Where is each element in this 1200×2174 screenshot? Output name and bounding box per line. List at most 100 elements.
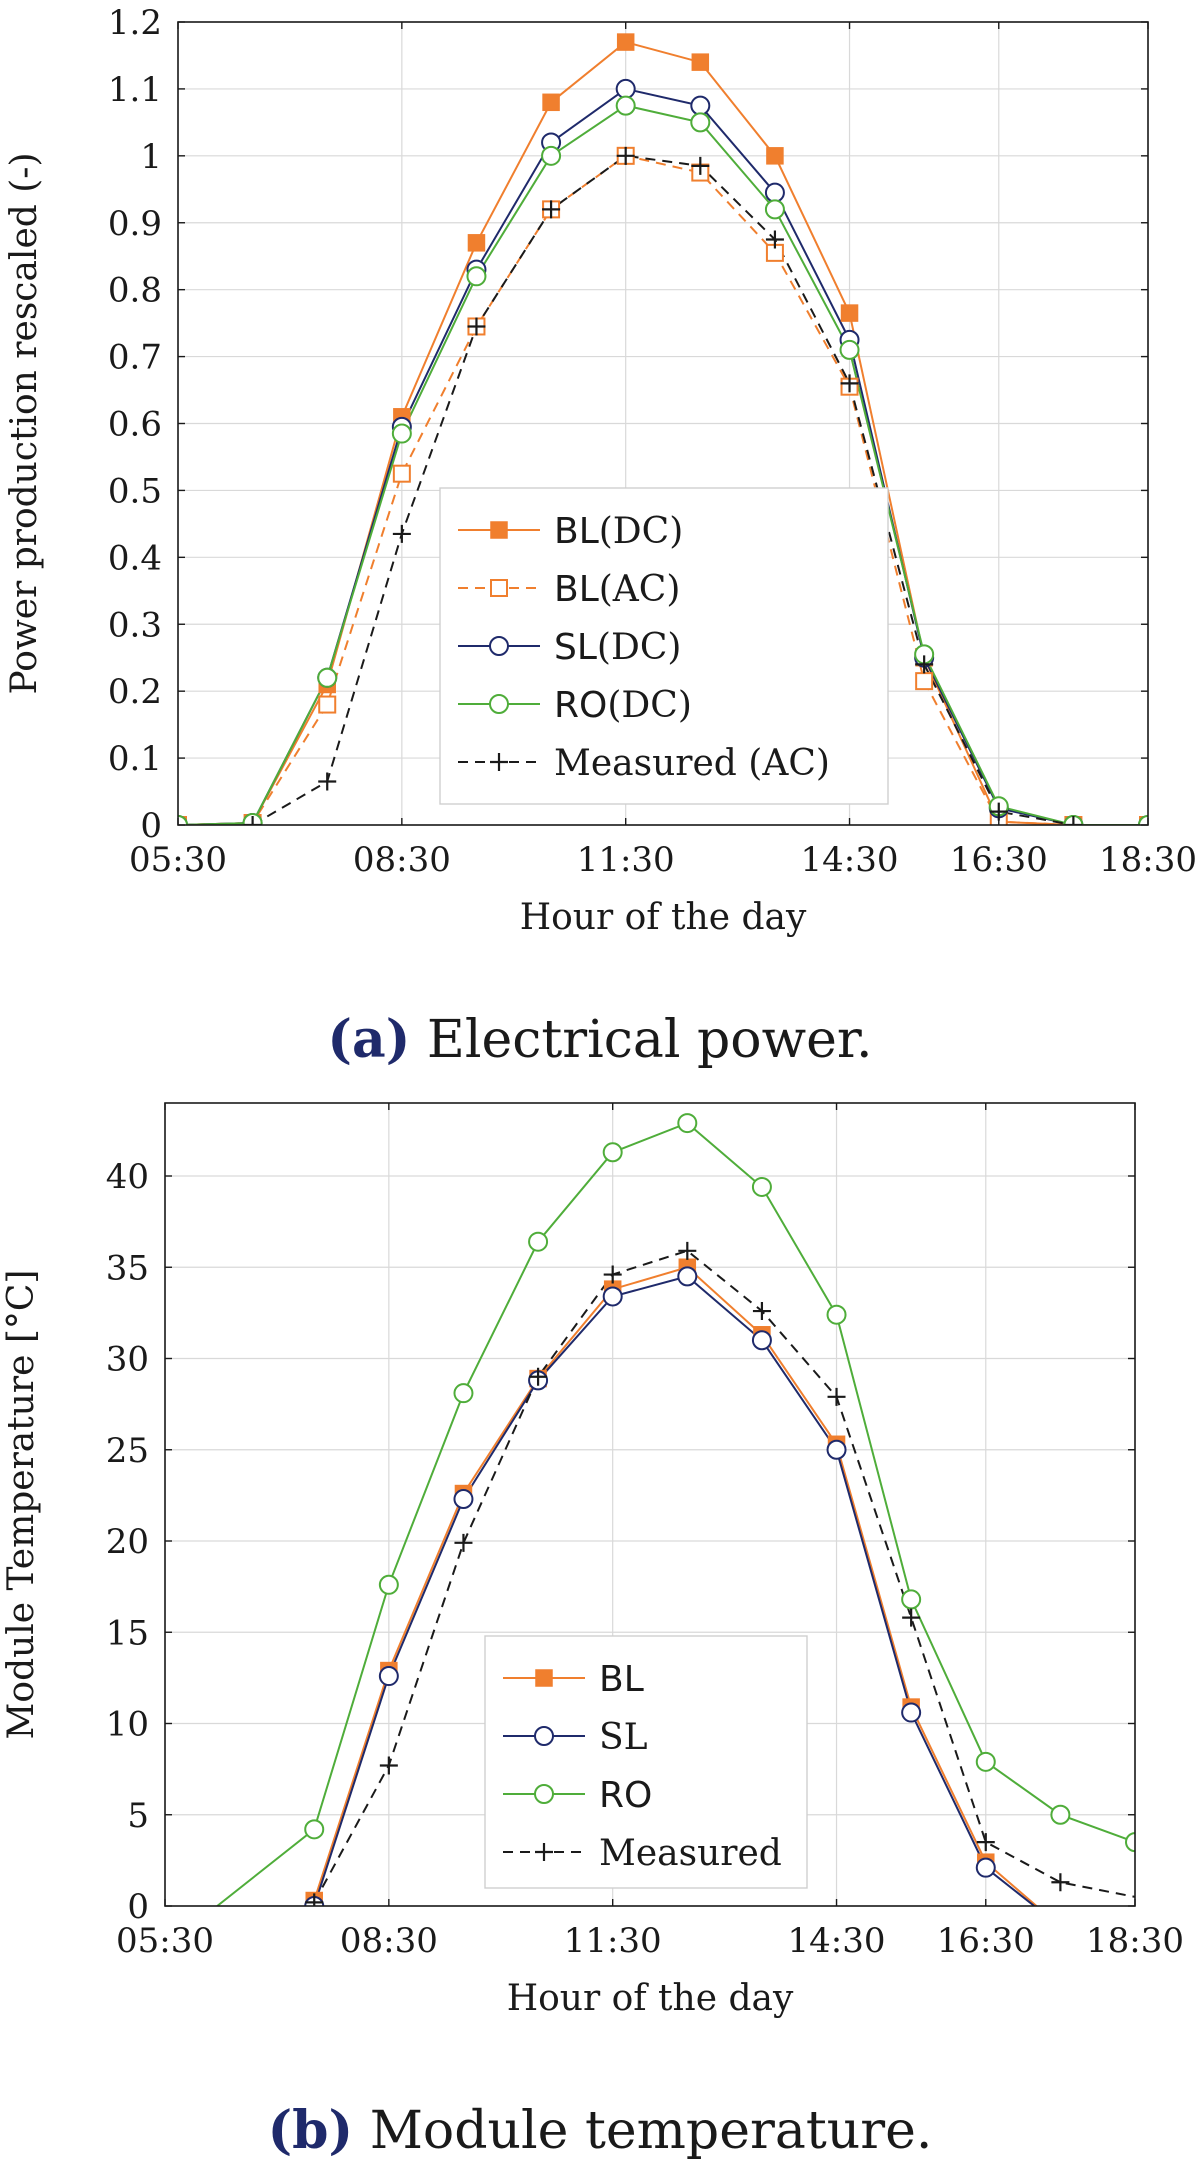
y-tick-label: 0.4	[108, 538, 162, 578]
data-point-ro	[677, 1113, 698, 1134]
data-point-ro-dc	[615, 95, 636, 116]
legend-marker-sl	[534, 1726, 554, 1746]
data-point-sl	[453, 1489, 474, 1510]
y-tick-label: 35	[106, 1248, 149, 1288]
y-tick-label: 0	[127, 1887, 149, 1927]
data-point-ro-dc	[764, 199, 785, 220]
data-point-bl-dc	[840, 304, 859, 322]
caption-a: (a) Electrical power.	[327, 1009, 872, 1070]
data-point-measured	[1051, 1873, 1070, 1892]
chart-a: 05:30 08:30 11:30 14:30 16:30 18:30 0 0.1 0.2 0.3…	[4, 3, 1197, 1070]
chart-a-legend: BL(DC)BL(AC)SL(DC)RO(DC)Measured (AC)	[439, 487, 889, 805]
data-point-bl-dc	[542, 93, 560, 112]
y-tick-label: 30	[106, 1340, 149, 1380]
y-tick-label: 10	[106, 1705, 149, 1745]
legend-label-suffix: (DC)	[599, 511, 684, 552]
y-tick-label: 1.1	[108, 70, 162, 110]
series-markers-ro-dc	[178, 95, 1148, 825]
legend-label-prefix: BL	[554, 569, 599, 610]
legend-marker-ro	[534, 1784, 554, 1804]
y-tick-label: 5	[127, 1796, 149, 1836]
legend-label-suffix: Measured (AC)	[554, 743, 830, 784]
y-tick-label: 0.8	[108, 271, 162, 311]
legend-label-prefix: RO	[554, 685, 607, 726]
y-tick-label: 0.7	[108, 338, 162, 378]
data-point-measured-ac	[542, 200, 561, 219]
legend-marker-ro-dc	[489, 694, 509, 714]
chart-b: 05:30 08:30 11:30 14:30 16:30 18:30 0 5 10 15 20 25…	[1, 1102, 1184, 2161]
data-point-ro	[602, 1142, 623, 1163]
y-tick-label: 1	[140, 137, 162, 177]
x-axis-label: Hour of the day	[507, 1978, 794, 2019]
data-point-ro	[1050, 1804, 1071, 1825]
chart-b-frame	[164, 1102, 1136, 1907]
data-point-measured-ac	[915, 655, 934, 674]
legend-label-suffix: (DC)	[597, 627, 682, 668]
legend-label-sl-dc: SL(DC)	[554, 627, 681, 668]
caption-space	[353, 2101, 370, 2161]
data-point-sl	[901, 1702, 922, 1723]
y-tick-label: 15	[106, 1613, 149, 1653]
data-point-ro-dc	[541, 145, 562, 166]
data-point-sl	[677, 1266, 698, 1287]
data-point-ro	[304, 1819, 325, 1840]
data-point-measured-ac	[989, 802, 1008, 821]
data-point-sl-dc	[615, 78, 636, 99]
data-point-ro	[1125, 1832, 1135, 1853]
series-markers-measured	[305, 1241, 1070, 1906]
y-tick-label: 40	[106, 1157, 149, 1197]
data-point-bl-dc	[691, 53, 710, 71]
series-line-ro-dc	[178, 104, 1148, 825]
data-point-measured	[827, 1387, 846, 1406]
data-point-ro	[975, 1751, 996, 1772]
data-point-measured-ac	[765, 230, 784, 249]
x-tick-label: 18:30	[1099, 840, 1197, 880]
y-tick-label: 25	[106, 1431, 149, 1471]
data-point-measured	[603, 1265, 622, 1284]
data-point-ro-dc	[391, 423, 412, 444]
chart-b-series	[216, 1113, 1135, 1906]
data-point-measured	[454, 1533, 473, 1552]
data-point-measured	[752, 1302, 771, 1321]
legend-marker-measured	[535, 1843, 553, 1861]
legend-label-bl-dc: BL(DC)	[554, 511, 683, 552]
x-tick-label: 11:30	[577, 840, 675, 880]
chart-b-legend: BL SL RO Measured	[484, 1635, 808, 1889]
y-tick-label: 0.2	[108, 672, 162, 712]
x-tick-label: 16:30	[950, 840, 1048, 880]
legend-marker-bl-dc	[490, 521, 508, 539]
data-point-measured-ac	[243, 816, 262, 825]
y-tick-label: 20	[106, 1522, 149, 1562]
y-tick-label: 0.5	[108, 471, 162, 511]
x-tick-label: 05:30	[129, 840, 227, 880]
series-markers-measured-ac	[243, 146, 1083, 825]
legend-label-suffix: Measured	[599, 1833, 782, 1874]
legend-label-ro-dc: RO(DC)	[554, 685, 692, 726]
data-point-ro	[826, 1304, 847, 1325]
data-point-measured	[976, 1833, 995, 1852]
y-tick-label: 1.2	[108, 3, 162, 43]
legend-label-suffix: (DC)	[607, 685, 692, 726]
legend-label-suffix: (AC)	[599, 569, 681, 610]
data-point-sl	[751, 1330, 772, 1351]
x-tick-label: 18:30	[1086, 1921, 1184, 1961]
y-tick-label: 0.9	[108, 204, 162, 244]
data-point-ro	[528, 1231, 549, 1252]
data-point-sl	[826, 1439, 847, 1460]
legend-label-measured-ac: Measured (AC)	[554, 743, 830, 784]
data-point-bl-dc	[467, 234, 486, 252]
x-tick-label: 05:30	[116, 1921, 214, 1961]
data-point-bl-ac	[392, 464, 411, 483]
legend-label-bl: BL	[599, 1659, 644, 1700]
data-point-bl-ac	[915, 672, 934, 691]
data-point-measured-ac	[616, 146, 635, 165]
data-point-sl-dc	[690, 95, 711, 116]
series-line-measured-ac	[252, 154, 1074, 825]
y-tick-label: 0	[140, 806, 162, 846]
legend-marker-sl-dc	[489, 636, 509, 656]
data-point-sl	[378, 1666, 399, 1687]
x-tick-label: 14:30	[788, 1921, 886, 1961]
data-point-ro	[453, 1383, 474, 1404]
data-point-measured	[529, 1367, 548, 1386]
